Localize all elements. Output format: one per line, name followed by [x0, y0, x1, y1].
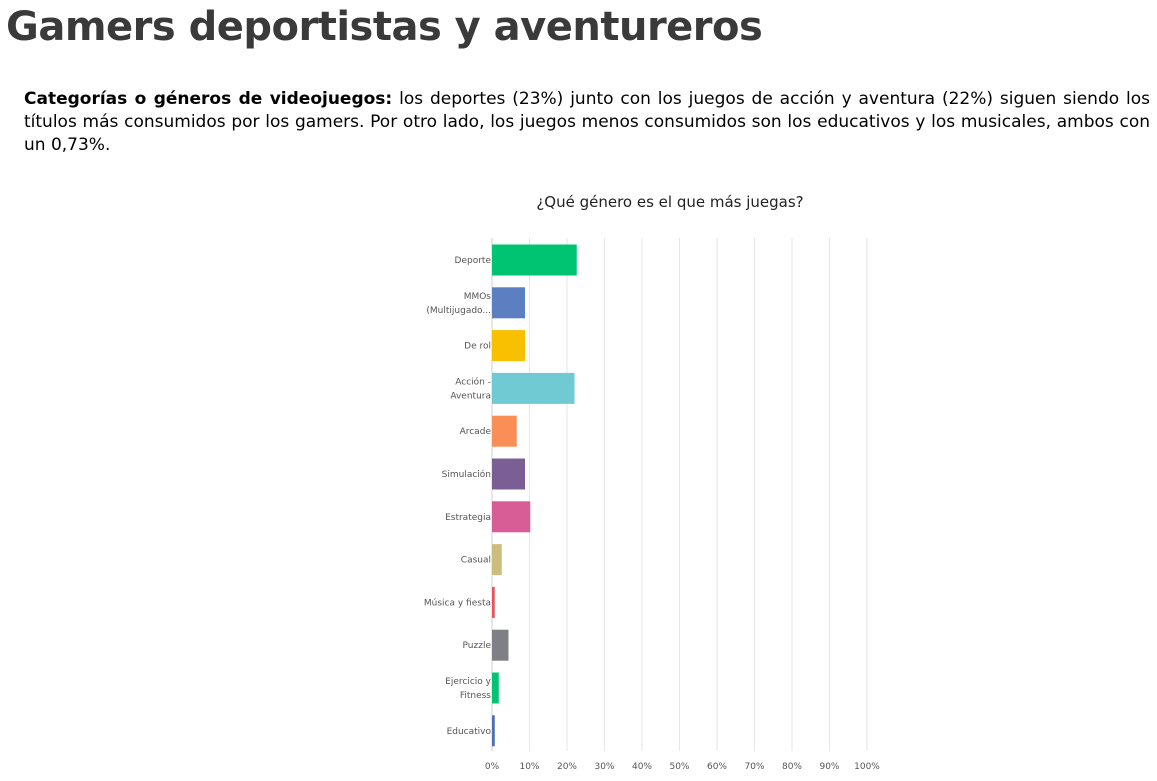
bar	[492, 330, 525, 362]
x-tick-label: 70%	[744, 762, 764, 772]
x-tick-label: 10%	[519, 762, 539, 772]
category-label: Simulación	[442, 469, 491, 480]
category-label: Puzzle	[463, 641, 492, 651]
category-label: Aventura	[450, 391, 491, 401]
description-text: los deportes (23%) junto con los juegos …	[24, 89, 1150, 155]
category-label: De rol	[464, 342, 491, 352]
bar	[492, 544, 502, 576]
bar	[492, 458, 525, 490]
category-label: Casual	[461, 556, 491, 566]
category-label: Deporte	[455, 256, 492, 266]
bar	[492, 672, 499, 704]
chart-title: ¿Qué género es el que más juegas?	[536, 193, 804, 211]
x-tick-label: 60%	[707, 762, 727, 772]
category-label: Estrategia	[445, 513, 491, 523]
description-lead: Categorías o géneros de videojuegos:	[24, 89, 393, 109]
x-tick-label: 50%	[669, 762, 689, 772]
bar	[492, 415, 517, 447]
bar	[492, 501, 531, 533]
bar	[492, 715, 495, 747]
x-tick-label: 90%	[819, 762, 839, 772]
page-title: Gamers deportistas y aventureros	[6, 4, 763, 50]
x-tick-label: 100%	[854, 762, 880, 772]
bar	[492, 629, 509, 661]
x-tick-label: 30%	[594, 762, 614, 772]
category-label: Fitness	[460, 691, 491, 701]
x-tick-label: 40%	[632, 762, 652, 772]
x-tick-label: 80%	[782, 762, 802, 772]
category-label: MMOs	[464, 292, 492, 302]
x-tick-label: 0%	[485, 762, 500, 772]
category-label: Arcade	[460, 427, 492, 437]
bar	[492, 244, 577, 276]
category-label: Ejercicio y	[445, 677, 491, 687]
bar	[492, 586, 495, 618]
x-tick-label: 20%	[557, 762, 577, 772]
category-label: Educativo	[447, 727, 492, 737]
bar	[492, 372, 575, 404]
category-label: Música y fiesta	[424, 598, 491, 608]
description-paragraph: Categorías o géneros de videojuegos: los…	[24, 88, 1150, 157]
category-label: Acción -	[455, 376, 491, 387]
category-label: (Multijugado...	[426, 306, 491, 316]
bar	[492, 287, 525, 319]
